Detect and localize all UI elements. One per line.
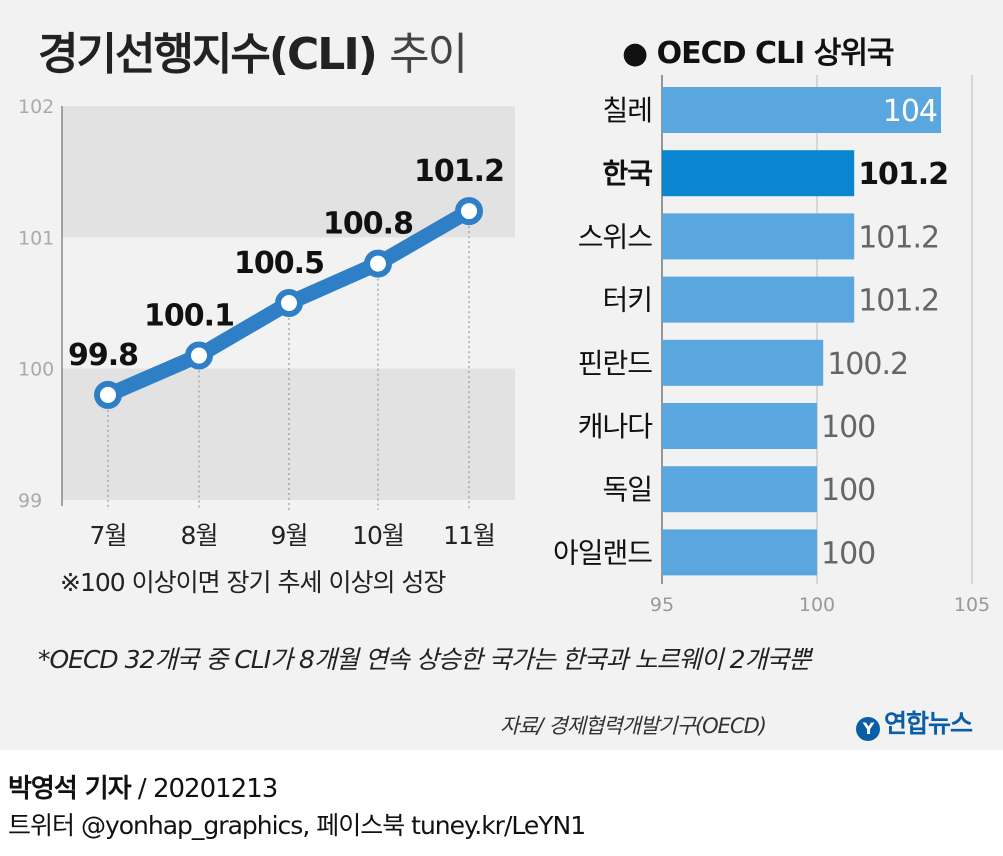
x-tick-label: 11월 (443, 521, 495, 550)
bar (662, 276, 855, 323)
yonhap-logo-icon: Y (856, 717, 880, 741)
brand-logo: Y 연합뉴스 (856, 704, 973, 741)
data-point (94, 380, 122, 409)
data-point (455, 197, 483, 226)
bar (662, 213, 855, 260)
data-label: 100.2 (827, 347, 908, 382)
data-label: 101.2 (414, 154, 504, 189)
category-label: 칠레 (602, 94, 652, 127)
data-label: 100.5 (234, 246, 324, 281)
chart-title-suffix: 추이 (389, 29, 468, 80)
y-tick-label: 99 (18, 490, 42, 512)
data-point (364, 249, 392, 278)
y-tick-label: 102 (18, 96, 54, 118)
data-label: 100 (821, 410, 875, 445)
x-tick-label: 105 (954, 594, 990, 616)
bar (662, 150, 855, 197)
credit-date: 20201213 (152, 774, 278, 804)
data-point (275, 289, 303, 317)
y-tick-label: 101 (18, 227, 54, 249)
category-label: 독일 (602, 473, 652, 506)
data-label: 101.2 (858, 220, 939, 255)
x-tick-label: 9월 (271, 521, 308, 550)
credit-author-name: 박영석 기자 (8, 774, 132, 804)
brand-name: 연합뉴스 (884, 709, 973, 738)
data-label: 104 (883, 94, 937, 129)
credit-author: 박영석 기자 / 20201213 (8, 774, 278, 804)
data-label: 99.8 (68, 338, 138, 373)
credit-social: 트위터 @yonhap_graphics, 페이스북 tuney.kr/LeYN… (8, 811, 586, 840)
source-label: 자료/ 경제협력개발기구(OECD) (500, 714, 767, 738)
data-label: 100.8 (323, 207, 413, 242)
y-tick-label: 100 (18, 359, 54, 381)
bar (662, 403, 817, 449)
category-label: 아일랜드 (553, 536, 652, 569)
x-tick-label: 10월 (352, 521, 404, 550)
category-label: 한국 (602, 157, 652, 190)
x-tick-label: 100 (799, 594, 835, 616)
category-label: 캐나다 (578, 410, 653, 443)
x-tick-label: 7월 (90, 521, 127, 550)
line-chart-note: ※100 이상이면 장기 추세 이상의 성장 (60, 568, 446, 597)
data-label: 101.2 (858, 157, 948, 192)
y-band (62, 106, 515, 238)
bar (662, 466, 817, 513)
bar (662, 339, 824, 386)
chart-title: 경기선행지수(CLI) 추이 (38, 29, 468, 80)
bar-chart-title: ● OECD CLI 상위국 (622, 36, 895, 71)
x-tick-label: 95 (650, 594, 674, 616)
category-label: 핀란드 (578, 347, 653, 380)
data-label: 100.1 (144, 299, 234, 334)
bar (662, 529, 817, 576)
bar (662, 87, 941, 133)
data-label: 101.2 (858, 284, 939, 319)
x-tick-label: 8월 (181, 521, 218, 550)
data-label: 100 (821, 536, 875, 571)
category-label: 스위스 (578, 220, 653, 253)
data-label: 100 (821, 473, 875, 508)
data-point (185, 341, 213, 370)
category-label: 터키 (602, 284, 652, 317)
footnote: *OECD 32개국 중 CLI가 8개월 연속 상승한 국가는 한국과 노르웨… (38, 645, 812, 674)
